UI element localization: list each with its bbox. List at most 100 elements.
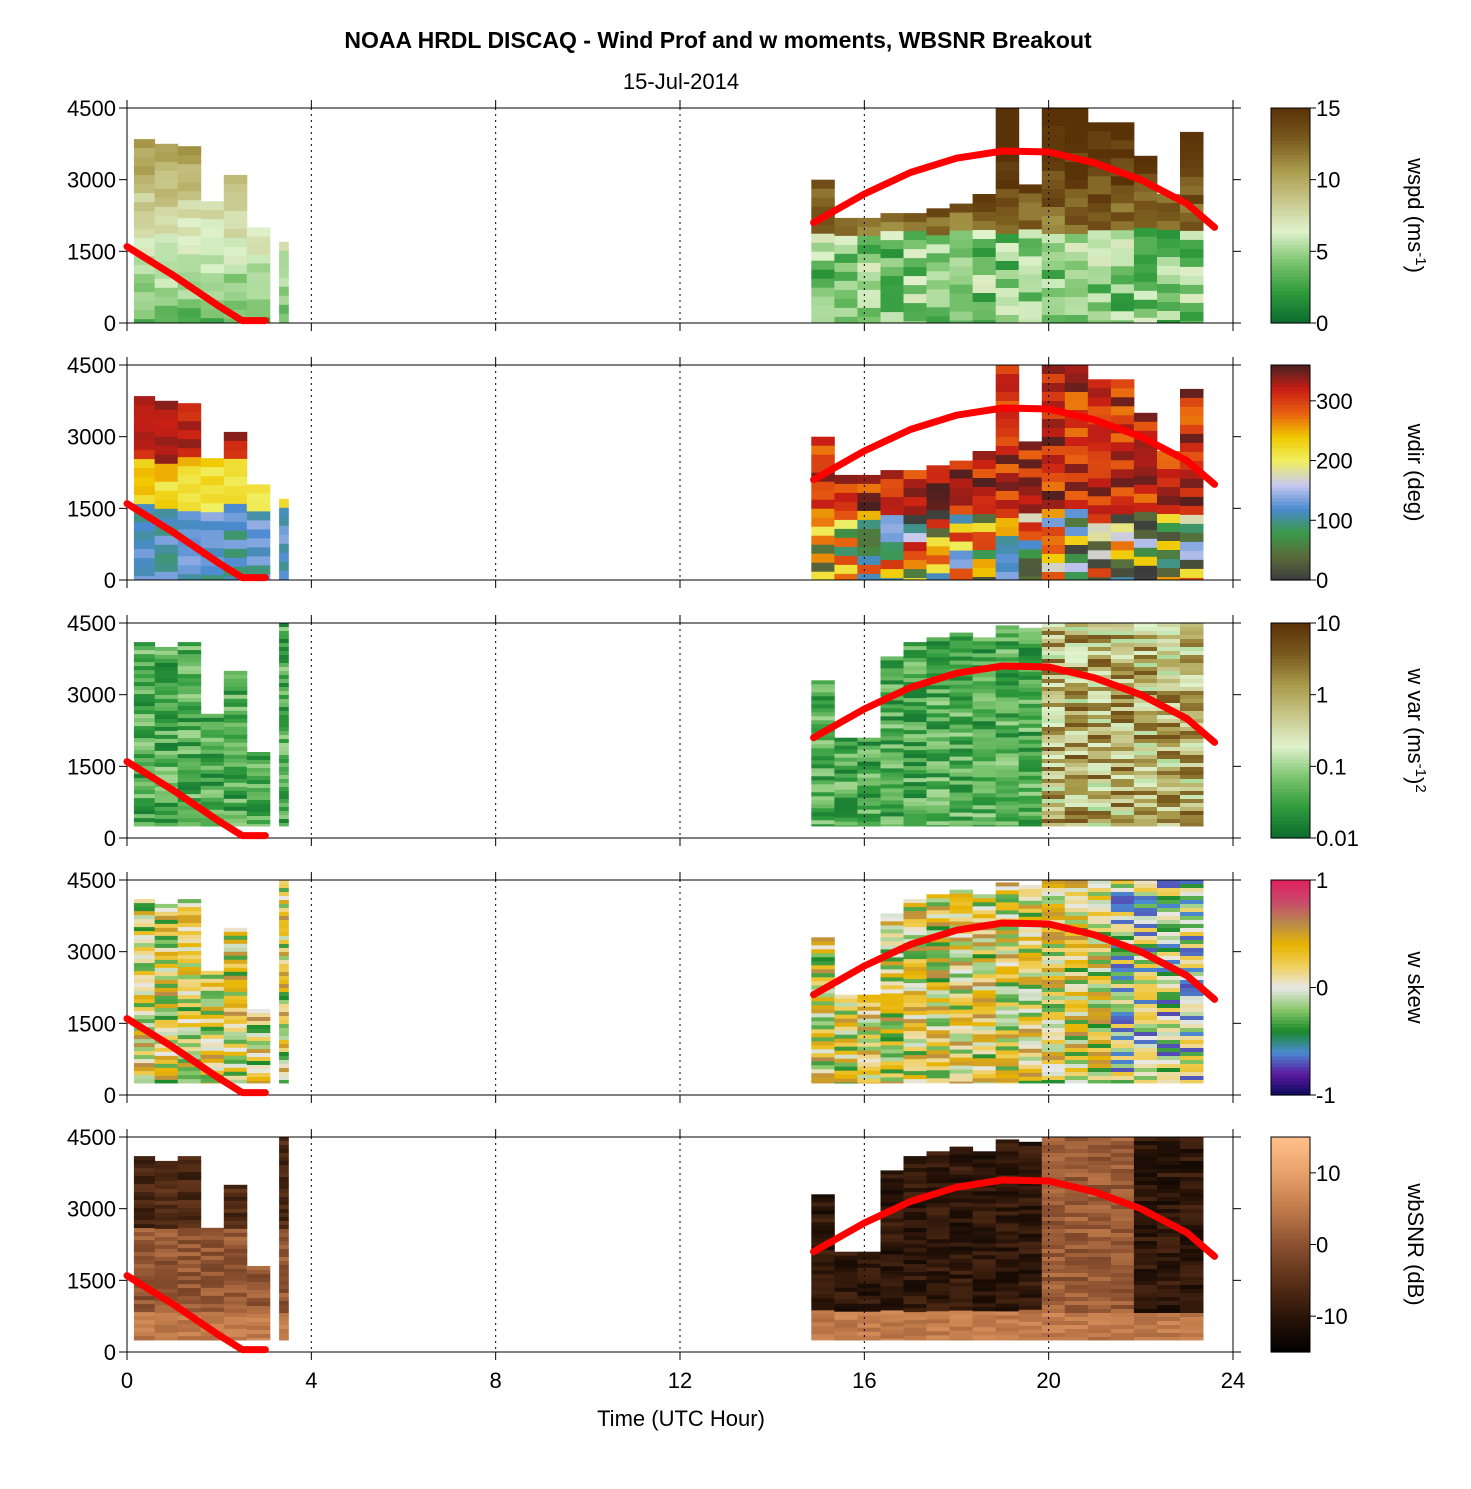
heatmap-cell bbox=[834, 769, 858, 775]
heatmap-cell bbox=[279, 1269, 289, 1274]
heatmap-cell bbox=[133, 220, 156, 230]
heatmap-cell bbox=[246, 1073, 271, 1078]
heatmap-cell bbox=[903, 1188, 927, 1193]
colorbar-cell bbox=[1271, 287, 1310, 292]
heatmap-cell bbox=[857, 1074, 881, 1080]
heatmap-cell bbox=[133, 310, 156, 320]
heatmap-cell bbox=[949, 748, 974, 753]
heatmap-cell bbox=[1018, 916, 1043, 922]
heatmap-cell bbox=[1087, 1137, 1112, 1142]
heatmap-cell bbox=[972, 1026, 997, 1031]
heatmap-cell bbox=[279, 960, 289, 965]
colorbar-cell bbox=[1271, 640, 1310, 646]
heatmap-cell bbox=[880, 744, 904, 749]
heatmap-cell bbox=[995, 669, 1020, 674]
heatmap-cell bbox=[177, 227, 202, 237]
heatmap-cell bbox=[880, 1302, 904, 1307]
heatmap-cell bbox=[1087, 916, 1112, 921]
colorbar-cell bbox=[1271, 983, 1310, 989]
heatmap-cell bbox=[1087, 751, 1112, 756]
heatmap-cell bbox=[972, 809, 997, 814]
heatmap-cell bbox=[133, 911, 156, 916]
heatmap-cell bbox=[223, 774, 248, 780]
heatmap-cell bbox=[811, 1025, 835, 1030]
heatmap-cell bbox=[926, 1295, 950, 1300]
heatmap-cell bbox=[1133, 1269, 1158, 1274]
heatmap-cell bbox=[811, 744, 835, 749]
heatmap-cell bbox=[177, 1079, 202, 1084]
heatmap-cell bbox=[279, 683, 289, 688]
heatmap-cell bbox=[1157, 1285, 1181, 1290]
overlay-line bbox=[123, 500, 269, 582]
heatmap-cell bbox=[1110, 679, 1135, 684]
heatmap-cell bbox=[949, 1210, 974, 1215]
heatmap-cell bbox=[1064, 647, 1089, 652]
heatmap-cell bbox=[1018, 1337, 1043, 1341]
heatmap-cell bbox=[223, 282, 248, 293]
heatmap-cell bbox=[133, 1067, 156, 1072]
heatmap-cell bbox=[1064, 500, 1089, 510]
colorbar-cell bbox=[1271, 558, 1310, 563]
heatmap-cell bbox=[995, 252, 1020, 262]
heatmap-cell bbox=[1041, 1321, 1066, 1326]
colorbar-tick-label: 100 bbox=[1316, 508, 1353, 533]
heatmap-cell bbox=[154, 179, 179, 190]
heatmap-cell bbox=[1018, 1193, 1043, 1199]
colorbar-cell bbox=[1271, 294, 1310, 299]
heatmap-cell bbox=[1157, 284, 1181, 294]
heatmap-cell bbox=[834, 1070, 858, 1076]
heatmap-cell bbox=[177, 1288, 202, 1293]
heatmap-cell bbox=[1018, 771, 1043, 777]
heatmap-cell bbox=[177, 1224, 202, 1229]
colorbar-frame bbox=[1270, 364, 1311, 581]
heatmap-cell bbox=[1180, 807, 1204, 812]
heatmap-cell bbox=[1180, 388, 1204, 399]
heatmap-cell bbox=[223, 1015, 248, 1021]
heatmap-cell bbox=[857, 271, 881, 282]
heatmap-cell bbox=[1110, 1016, 1135, 1021]
heatmap-cell bbox=[1110, 815, 1135, 820]
heatmap-cell bbox=[200, 1235, 225, 1241]
heatmap-cell bbox=[857, 528, 881, 539]
heatmap-cell bbox=[1180, 1205, 1204, 1210]
heatmap-cell bbox=[1180, 1337, 1204, 1341]
colorbar-cell bbox=[1271, 973, 1310, 978]
heatmap-cell bbox=[972, 293, 997, 303]
heatmap-cell bbox=[1018, 229, 1043, 239]
heatmap-cell bbox=[811, 804, 835, 809]
heatmap-cell bbox=[1133, 1217, 1158, 1222]
heatmap-cell bbox=[811, 1254, 835, 1259]
heatmap-cell bbox=[1041, 419, 1066, 429]
heatmap-cell bbox=[903, 1324, 927, 1329]
heatmap-cell bbox=[1110, 908, 1135, 913]
heatmap-cell bbox=[972, 757, 997, 762]
heatmap-cell bbox=[1064, 1257, 1089, 1262]
heatmap-cell bbox=[926, 501, 950, 511]
heatmap-cell bbox=[133, 927, 156, 932]
heatmap-cell bbox=[1180, 984, 1204, 989]
heatmap-cell bbox=[1041, 707, 1066, 712]
heatmap-cell bbox=[1110, 992, 1135, 997]
heatmap-cell bbox=[154, 738, 179, 744]
heatmap-cell bbox=[949, 985, 974, 990]
heatmap-cell bbox=[154, 718, 179, 724]
heatmap-cell bbox=[1018, 1080, 1043, 1084]
heatmap-cell bbox=[133, 670, 156, 675]
heatmap-cell bbox=[880, 1190, 904, 1195]
heatmap-cell bbox=[1087, 1153, 1112, 1158]
heatmap-cell bbox=[279, 711, 289, 716]
heatmap-cell bbox=[279, 659, 289, 664]
heatmap-cell bbox=[1064, 1052, 1089, 1057]
heatmap-cell bbox=[926, 1291, 950, 1296]
heatmap-cell bbox=[1087, 1060, 1112, 1065]
heatmap-cell bbox=[995, 455, 1020, 465]
heatmap-cell bbox=[1064, 1277, 1089, 1282]
heatmap-cell bbox=[223, 995, 248, 1001]
heatmap-cell bbox=[811, 1226, 835, 1231]
heatmap-cell bbox=[995, 315, 1020, 324]
heatmap-cell bbox=[857, 1054, 881, 1060]
colorbar-cell bbox=[1271, 887, 1310, 892]
heatmap-cell bbox=[246, 1017, 271, 1022]
colorbar-cell bbox=[1271, 734, 1310, 739]
heatmap-cell bbox=[1157, 1245, 1181, 1250]
